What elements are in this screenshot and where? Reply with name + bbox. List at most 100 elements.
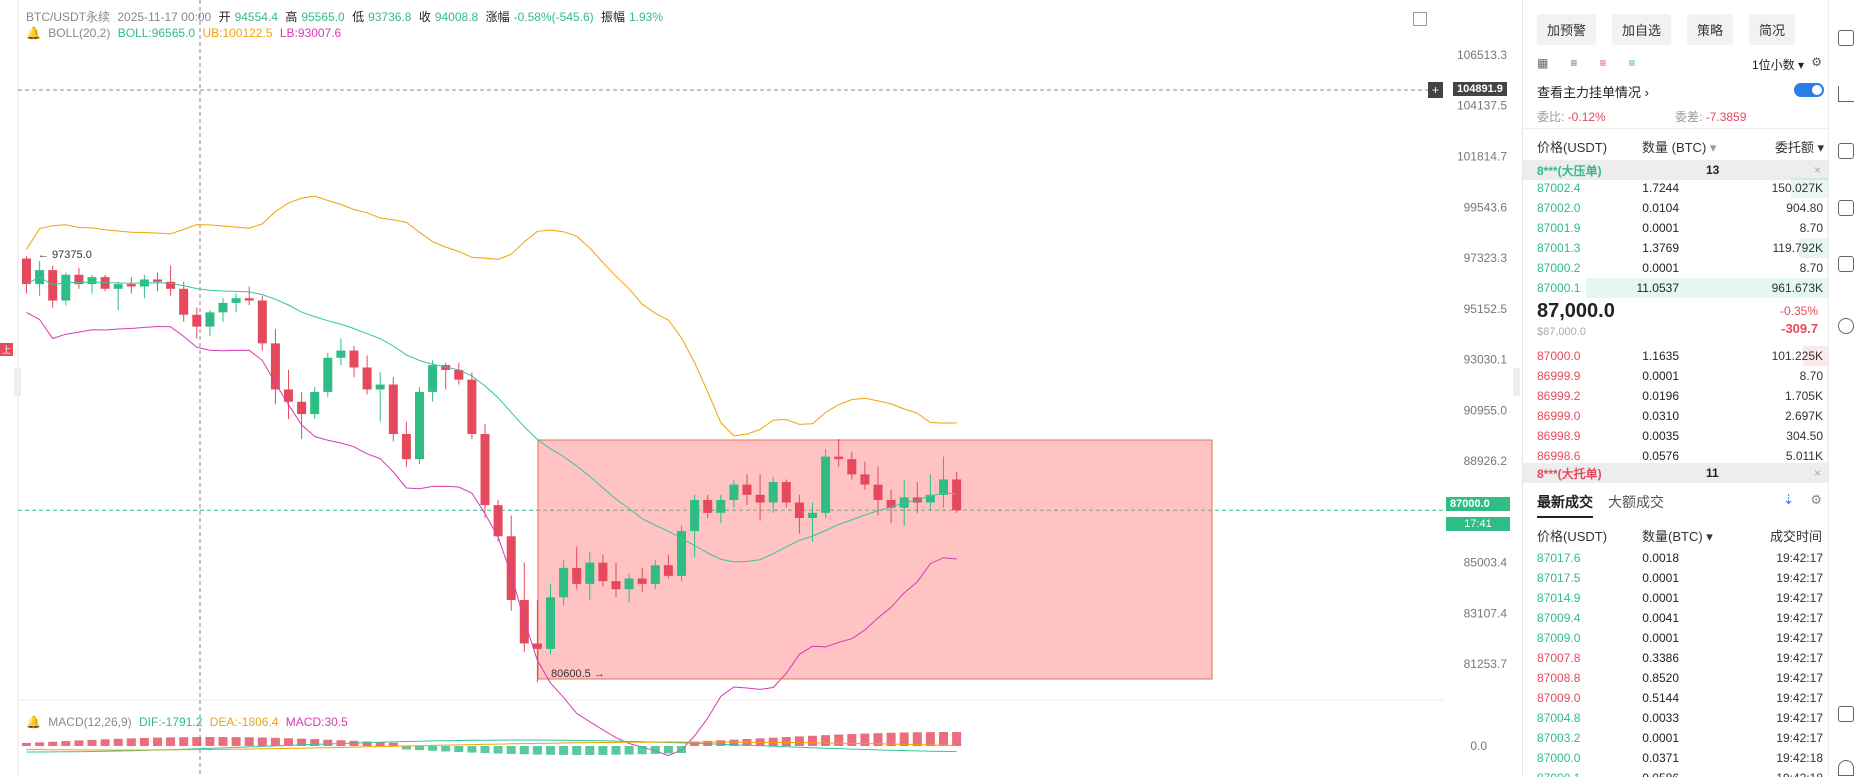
bid-row[interactable]: 86999.0 0.0310 2.697K <box>1523 406 1829 426</box>
bid-row[interactable]: 86998.9 0.0035 304.50 <box>1523 426 1829 446</box>
watchlist-button[interactable]: 加自选 <box>1612 14 1672 45</box>
high-label: 高 <box>285 10 298 24</box>
row-qty: 0.0001 <box>1642 591 1679 605</box>
ask-row[interactable]: 87002.4 1.7244 150.027K <box>1523 178 1829 198</box>
trade-row[interactable]: 87004.8 0.0033 19:42:17 <box>1523 708 1829 728</box>
refresh-icon[interactable] <box>1838 318 1854 334</box>
boll-mid: BOLL:96565.0 <box>117 26 196 40</box>
right-collapse-handle[interactable] <box>1513 368 1520 396</box>
candle-body <box>401 433 411 460</box>
close-icon[interactable]: × <box>1813 466 1821 480</box>
trade-row[interactable]: 87014.9 0.0001 19:42:17 <box>1523 588 1829 608</box>
macd-value: MACD:30.5 <box>285 715 348 729</box>
trades-qty-header[interactable]: 数量(BTC) ▾ <box>1642 526 1713 545</box>
bid-row[interactable]: 87000.0 1.1635 101.225K <box>1523 346 1829 366</box>
macd-bar <box>179 737 189 746</box>
col-qty-header[interactable]: 数量 (BTC) ▾ <box>1642 137 1716 156</box>
countdown-tag: 17:41 <box>1446 517 1510 531</box>
boll-legend: 🔔 BOLL(20,2) BOLL:96565.0 UB:100122.5 LB… <box>26 26 345 40</box>
trade-row[interactable]: 87000.1 0.0586 19:42:18 <box>1523 768 1829 777</box>
fullscreen-icon[interactable] <box>1413 12 1427 26</box>
trades-qty-label: 数量(BTC) <box>1642 529 1703 544</box>
decimals-select[interactable]: 1位小数 ▾ <box>1752 56 1804 73</box>
bid-row[interactable]: 86999.2 0.0196 1.705K <box>1523 386 1829 406</box>
trade-row[interactable]: 87009.4 0.0041 19:42:17 <box>1523 608 1829 628</box>
macd-bar <box>297 738 307 746</box>
ask-row[interactable]: 87002.0 0.0104 904.80 <box>1523 198 1829 218</box>
ask-row[interactable]: 87001.9 0.0001 8.70 <box>1523 218 1829 238</box>
left-collapse-handle[interactable] <box>14 368 21 396</box>
bell-icon[interactable]: 🔔 <box>26 715 41 729</box>
row-qty: 0.0001 <box>1642 369 1679 383</box>
boll-lower-line <box>26 311 957 757</box>
macd-bar <box>480 746 490 754</box>
tab-big-trades[interactable]: 大额成交 <box>1608 494 1664 510</box>
row-price: 87001.3 <box>1537 241 1581 255</box>
tab-latest-trades[interactable]: 最新成交 <box>1537 492 1593 518</box>
ask-row[interactable]: 87000.2 0.0001 8.70 <box>1523 258 1829 278</box>
depth-bar <box>1798 238 1829 258</box>
price-axis-label: 83107.4 <box>1464 606 1508 620</box>
overview-button[interactable]: 简况 <box>1749 14 1796 45</box>
trade-row[interactable]: 87009.0 0.5144 19:42:17 <box>1523 688 1829 708</box>
row-qty: 0.3386 <box>1642 651 1679 665</box>
whale-toggle[interactable] <box>1794 83 1824 97</box>
strategy-button[interactable]: 策略 <box>1687 14 1734 45</box>
col-qty-label: 数量 (BTC) <box>1642 140 1707 155</box>
candle-body <box>939 479 948 495</box>
layout-icon[interactable] <box>1838 706 1854 722</box>
trade-row[interactable]: 87017.6 0.0018 19:42:17 <box>1523 548 1829 568</box>
trade-row[interactable]: 87000.0 0.0371 19:42:18 <box>1523 748 1829 768</box>
close-icon[interactable]: × <box>1813 163 1821 177</box>
filter-icon[interactable]: ⇣ <box>1783 492 1794 507</box>
layout-mixed-icon[interactable]: ≡ <box>1570 56 1578 70</box>
big-bid-row[interactable]: 8***(大托单) 11 × <box>1523 463 1829 483</box>
big-ask-row[interactable]: 8***(大压单) 13 × <box>1523 160 1829 180</box>
trade-row[interactable]: 87007.8 0.3386 19:42:17 <box>1523 648 1829 668</box>
ask-row[interactable]: 87000.1 11.0537 961.673K <box>1523 278 1829 298</box>
trade-row[interactable]: 87003.2 0.0001 19:42:17 <box>1523 728 1829 748</box>
headset-icon[interactable] <box>1838 760 1854 776</box>
decimals-value: 1位小数 <box>1751 58 1795 72</box>
candle-body <box>323 357 333 392</box>
big-ask-count: 13 <box>1706 163 1720 177</box>
macd-bar <box>572 746 582 755</box>
kline-chart[interactable]: 106513.3 104137.5 101814.7 99543.6 97323.3 95… <box>0 0 1522 777</box>
macd-bar <box>284 738 293 746</box>
chart-icon[interactable] <box>1838 86 1854 102</box>
row-qty: 0.0310 <box>1642 409 1679 423</box>
kline-canvas[interactable]: 106513.3 104137.5 101814.7 99543.6 97323.3 95… <box>0 0 1522 777</box>
macd-bar <box>74 740 84 746</box>
price-axis-label: 97323.3 <box>1464 251 1508 265</box>
alert-button[interactable]: 加预警 <box>1537 14 1597 45</box>
macd-bar <box>506 746 516 754</box>
macd-bar <box>559 746 569 755</box>
crosshair-plus-icon[interactable]: + <box>1428 82 1444 98</box>
row-price: 86999.2 <box>1537 389 1581 403</box>
layout-bids-icon[interactable]: ≡ <box>1628 56 1636 70</box>
trade-row[interactable]: 87008.8 0.8520 19:42:17 <box>1523 668 1829 688</box>
panel-icon[interactable] <box>1838 143 1854 159</box>
trade-row[interactable]: 87017.5 0.0001 19:42:17 <box>1523 568 1829 588</box>
bid-row[interactable]: 86999.9 0.0001 8.70 <box>1523 366 1829 386</box>
macd-bar <box>139 737 149 746</box>
row-total: 101.225K <box>1771 349 1823 363</box>
dollar-icon[interactable] <box>1838 30 1854 46</box>
chevron-down-icon: ▾ <box>1817 140 1824 155</box>
row-qty: 1.3769 <box>1642 241 1679 255</box>
ask-row[interactable]: 87001.3 1.3769 119.792K <box>1523 238 1829 258</box>
settings-icon[interactable]: ⚙ <box>1810 492 1822 507</box>
row-price: 87017.5 <box>1537 571 1581 585</box>
layout-asks-icon[interactable]: ≡ <box>1599 56 1607 70</box>
list-icon[interactable] <box>1838 200 1854 216</box>
trade-row[interactable]: 87009.0 0.0001 19:42:17 <box>1523 628 1829 648</box>
robot-icon[interactable] <box>1838 256 1854 272</box>
bell-icon[interactable]: 🔔 <box>26 26 41 40</box>
row-qty: 1.1635 <box>1642 349 1679 363</box>
row-total: 19:42:17 <box>1776 591 1823 605</box>
col-total-header[interactable]: 委托额 ▾ <box>1775 137 1824 156</box>
watch-whale-link[interactable]: 查看主力挂单情况 › <box>1537 82 1649 101</box>
settings-icon[interactable]: ⚙ <box>1811 55 1822 69</box>
candle-body <box>113 284 123 289</box>
layout-both-icon[interactable]: ▦ <box>1537 56 1549 70</box>
